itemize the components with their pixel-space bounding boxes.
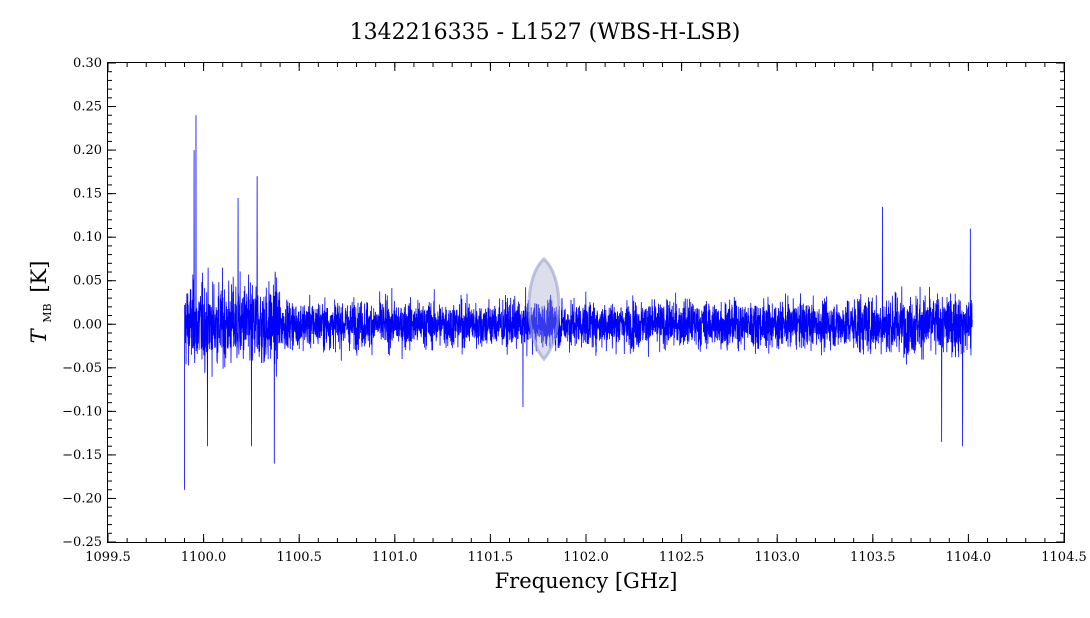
y-axis-label-sub: MB — [41, 303, 54, 322]
y-tick-label: 0.25 — [73, 100, 102, 115]
plot-frame — [107, 62, 1065, 543]
x-tick-label: 1104.0 — [946, 550, 992, 565]
svg-text:T MB [K]: T MB [K] — [27, 261, 56, 344]
y-axis-label-unit: [K] — [27, 261, 51, 293]
spectrum-line — [184, 115, 973, 490]
y-tick-label: −0.25 — [62, 535, 102, 550]
watermark-emblem — [527, 256, 561, 362]
y-tick-label: 0.05 — [73, 274, 102, 289]
y-tick-label: 0.20 — [73, 143, 102, 158]
x-tick-label: 1101.0 — [372, 550, 418, 565]
y-tick-label: −0.05 — [62, 361, 102, 376]
y-axis-label-main: T — [27, 327, 51, 343]
y-tick-label: −0.10 — [62, 404, 102, 419]
x-tick-label: 1099.5 — [85, 550, 131, 565]
x-tick-label: 1100.0 — [181, 550, 227, 565]
x-tick-label: 1102.5 — [659, 550, 705, 565]
x-axis: 1099.5 1100.0 1100.5 1101.0 1101.5 1102.0 1102… — [85, 63, 1087, 565]
x-tick-label: 1102.0 — [563, 550, 609, 565]
y-axis-label: T MB [K] — [27, 261, 56, 344]
chart-title: 1342216335 - L1527 (WBS-H-LSB) — [350, 20, 741, 45]
x-tick-label: 1104.5 — [1041, 550, 1087, 565]
y-tick-label: 0.30 — [73, 56, 102, 71]
y-tick-label: 0.15 — [73, 187, 102, 202]
x-tick-label: 1103.5 — [850, 550, 896, 565]
x-tick-label: 1103.0 — [754, 550, 800, 565]
y-tick-label: 0.00 — [73, 317, 102, 332]
x-tick-label: 1101.5 — [468, 550, 514, 565]
x-axis-label: Frequency [GHz] — [495, 569, 678, 593]
y-tick-label: −0.20 — [62, 491, 102, 506]
x-tick-label: 1100.5 — [276, 550, 322, 565]
y-tick-label: −0.15 — [62, 448, 102, 463]
y-axis: −0.25 −0.20 −0.15 −0.10 −0.05 0.00 0.05 0.10 0.1… — [62, 56, 1064, 550]
y-tick-label: 0.10 — [73, 230, 102, 245]
plot-area — [184, 115, 973, 490]
